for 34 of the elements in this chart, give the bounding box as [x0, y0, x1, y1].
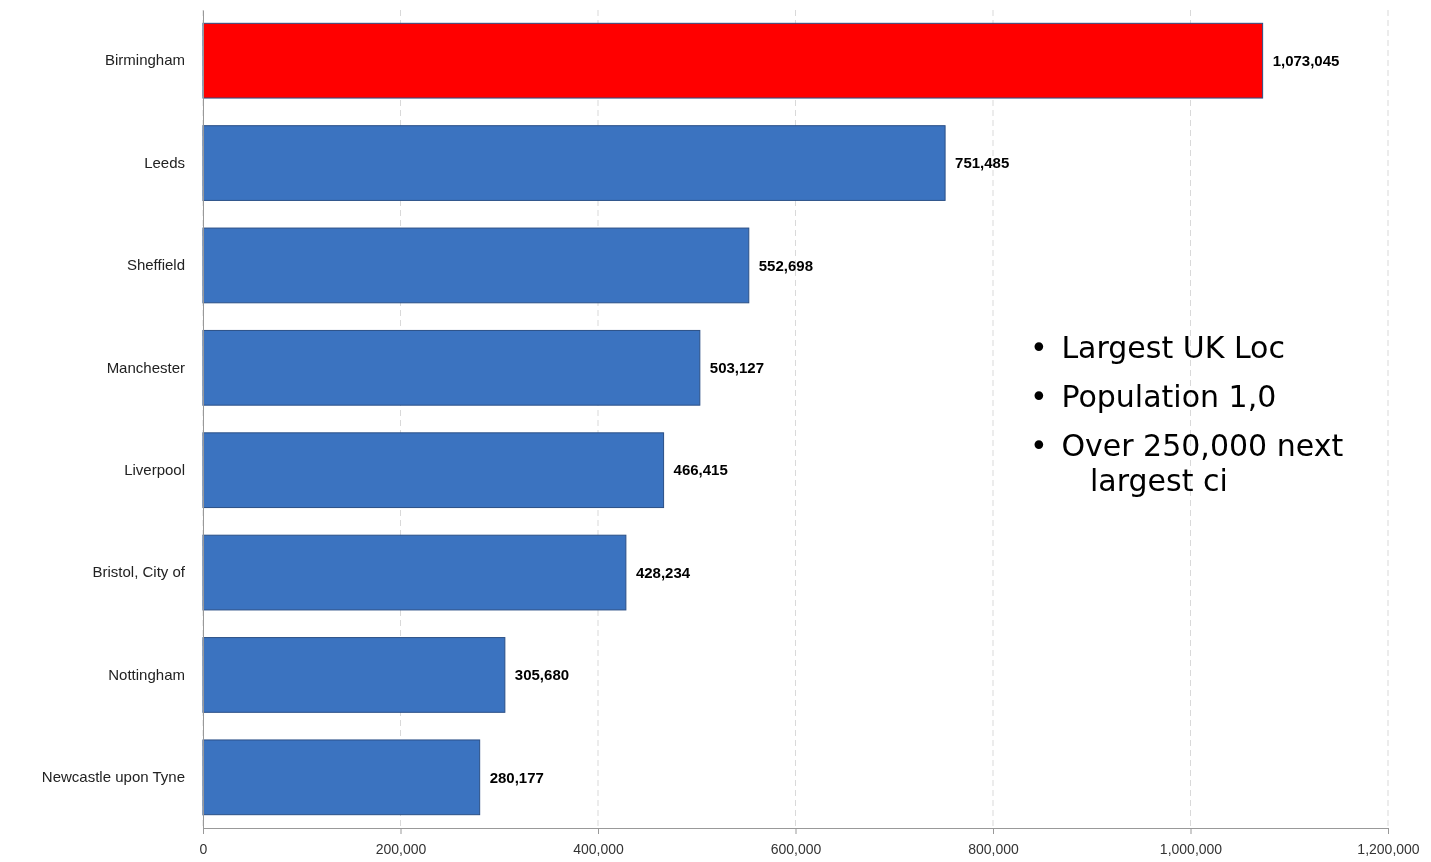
bar	[202, 534, 627, 611]
bar	[202, 329, 701, 406]
data-label: 503,127	[709, 359, 765, 377]
data-label: 280,177	[489, 768, 544, 786]
annotation: • Population 1,0	[1030, 379, 1278, 414]
x-tick-label: 400,000	[573, 840, 625, 857]
annotation: • Over 250,000 next largest ci	[1030, 428, 1345, 498]
y-tick-label: Newcastle upon Tyne	[41, 768, 185, 786]
annotation: • Largest UK Loc	[1030, 330, 1286, 365]
data-label: 466,415	[673, 461, 728, 479]
y-tick-label: Manchester	[106, 358, 185, 376]
bar	[202, 22, 1264, 99]
x-tick-label: 600,000	[770, 840, 822, 857]
bar	[202, 125, 946, 201]
x-tick-label: 1,000,000	[1159, 840, 1223, 857]
data-label: 552,698	[758, 256, 814, 274]
y-tick-label: Leeds	[144, 153, 185, 171]
y-tick-label: Liverpool	[124, 460, 185, 478]
y-tick-label: Nottingham	[108, 665, 185, 683]
data-label: 751,485	[955, 154, 1010, 172]
data-label: 428,234	[635, 563, 691, 581]
x-tick-label: 0	[199, 840, 208, 857]
x-tick-label: 1,200,000	[1357, 840, 1420, 857]
y-tick-label: Birmingham	[104, 51, 185, 69]
y-tick-label: Bristol, City of	[92, 563, 186, 581]
bar	[202, 637, 506, 713]
x-tick-label: 800,000	[968, 840, 1020, 857]
data-label: 1,073,045	[1272, 51, 1340, 69]
bar	[202, 739, 481, 816]
x-tick-label: 200,000	[375, 840, 427, 857]
bar	[202, 227, 750, 304]
y-tick-label: Sheffield	[126, 256, 185, 274]
bar	[202, 432, 665, 509]
data-label: 305,680	[514, 666, 570, 684]
